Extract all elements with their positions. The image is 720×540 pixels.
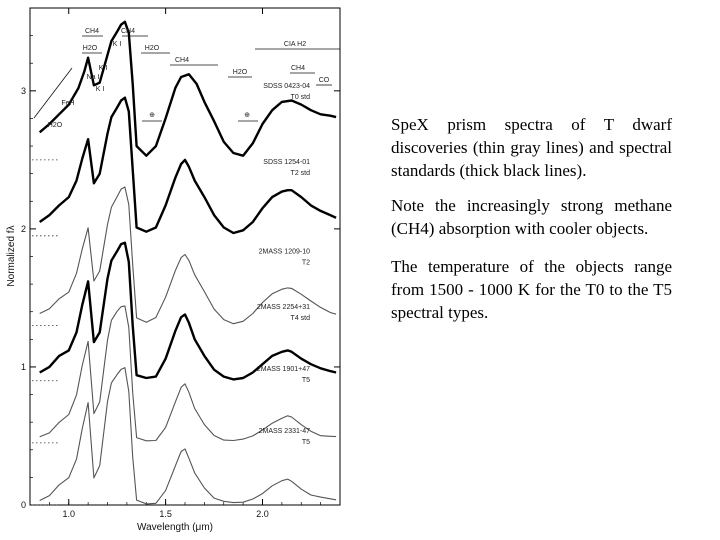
series-name-label: SDSS 0423-04 [263,83,310,90]
series-name-label: SDSS 1254-01 [263,159,310,166]
feature-label: CIA H2 [284,41,306,48]
feature-label: H2O [145,45,160,52]
spectrum-line [39,96,337,235]
feature-label: CH4 [175,57,189,64]
feature-label: CH4 [291,65,305,72]
series-type-label: T2 [302,260,310,267]
series-type-label: T5 [302,377,310,384]
series-type-label: T2 std [291,170,311,177]
feature-label: CO [319,77,330,84]
y-tick-label: 3 [21,86,26,96]
spectrum-line [38,20,337,157]
y-tick-label: 0 [21,500,26,510]
series-type-label: T4 std [291,315,311,322]
caption-paragraph-2: Note the increasingly strong methane (CH… [391,196,672,238]
feature-label: Na I [87,74,100,81]
feature-label: FeH [61,100,74,107]
spectrum-line [39,186,337,325]
x-tick-label: 2.0 [256,509,269,519]
feature-label: H2O [233,69,248,76]
feature-label: H2O [48,122,63,129]
x-tick-label: 1.5 [159,509,172,519]
y-tick-label: 2 [21,224,26,234]
spectra-chart: 0 1 2 3 1.0 1.5 2.0 SDSS 0423-04 T0 std SDSS 125… [6,7,341,533]
feature-label: CH4 [85,28,99,35]
series-name-label: 2MASS 2331-47 [259,428,310,435]
y-axis-label: Normalized fλ [6,225,17,286]
feature-label: K I [113,41,122,48]
caption: SpeX prism spectra of T dwarf discoverie… [391,113,672,336]
spectrum-line [39,305,337,442]
spectra-figure: 0 1 2 3 1.0 1.5 2.0 SDSS 0423-04 T0 std SDSS 125… [0,0,345,540]
series-name-label: 2MASS 1209-10 [259,249,310,256]
y-tick-label: 1 [21,362,26,372]
series-type-label: T5 [302,439,310,446]
spectrum-line [39,241,337,381]
x-axis-label: Wavelength (μm) [137,522,213,533]
plot-frame [29,7,341,506]
caption-paragraph-3: The temperature of the objects range fro… [391,257,672,322]
feature-label: ⊕ [149,112,155,119]
slope-indicator [33,67,73,119]
feature-label: K I [96,86,105,93]
feature-label: CH4 [121,28,135,35]
series-type-label: T0 std [291,94,311,101]
feature-label: H2O [83,45,98,52]
series-name-label: 2MASS 2254+31 [257,304,310,311]
feature-label: ⊕ [244,112,250,119]
series-name-label: 2MASS 1901+47 [257,366,310,373]
x-tick-label: 1.0 [62,509,75,519]
caption-paragraph-1: SpeX prism spectra of T dwarf discoverie… [391,115,672,180]
spectrum-line [39,367,337,505]
feature-label: K I [99,65,108,72]
